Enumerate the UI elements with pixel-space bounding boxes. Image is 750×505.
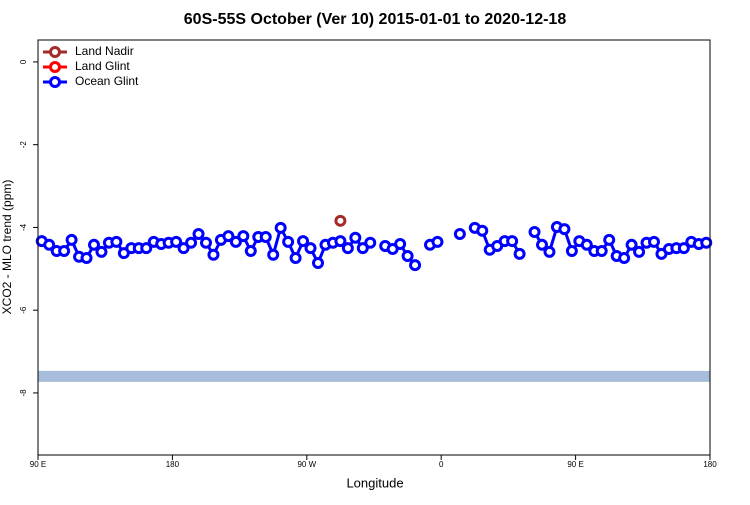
data-point <box>274 221 287 234</box>
y-tick-label: 0 <box>19 59 28 64</box>
data-point <box>244 245 257 258</box>
x-tick-label: 0 <box>439 460 444 469</box>
y-axis-label: XCO2 - MLO trend (ppm) <box>0 180 14 315</box>
data-point <box>341 242 354 255</box>
data-point <box>364 236 377 249</box>
data-point <box>297 235 310 248</box>
data-point <box>618 252 631 265</box>
data-point <box>595 245 608 258</box>
data-point <box>200 236 212 249</box>
x-tick-label: 90 E <box>30 460 46 469</box>
data-point <box>95 245 108 258</box>
y-tick-label: -6 <box>19 306 28 314</box>
legend-label: Land Glint <box>75 59 130 73</box>
data-point <box>528 225 541 238</box>
data-point <box>633 245 646 258</box>
plot-frame <box>37 39 711 456</box>
data-point <box>677 242 690 255</box>
data-point <box>349 231 362 244</box>
data-point <box>431 235 444 248</box>
y-tick-label: -8 <box>19 389 28 397</box>
data-point <box>580 238 593 251</box>
data-point <box>409 259 422 272</box>
data-point <box>506 235 519 248</box>
data-point <box>282 235 295 248</box>
legend-label: Land Nadir <box>75 44 134 58</box>
legend-marker <box>49 76 61 88</box>
data-point <box>289 252 302 265</box>
legend-marker <box>49 61 61 73</box>
data-point <box>237 230 250 243</box>
y-tick-label: -2 <box>19 141 28 149</box>
data-point <box>356 242 369 255</box>
data-point <box>476 224 489 237</box>
data-point <box>401 249 414 262</box>
data-point <box>334 214 347 227</box>
x-tick-label: 180 <box>703 460 717 469</box>
data-point <box>110 235 123 248</box>
data-point <box>140 242 153 255</box>
data-point <box>229 235 242 248</box>
legend-label: Ocean Glint <box>75 74 139 88</box>
legend-marker <box>49 46 61 58</box>
data-point <box>558 223 571 236</box>
data-point <box>207 248 220 261</box>
data-point <box>453 228 466 241</box>
data-point <box>304 242 317 255</box>
data-point <box>334 235 347 248</box>
data-point <box>58 245 71 258</box>
data-point <box>259 230 272 243</box>
data-point <box>222 230 235 243</box>
data-point <box>170 235 183 248</box>
y-tick-label: -4 <box>19 223 28 231</box>
data-point <box>536 238 548 251</box>
data-point <box>80 252 93 265</box>
x-tick-label: 90 E <box>567 460 583 469</box>
data-point <box>625 238 638 251</box>
data-point <box>192 228 205 241</box>
data-point <box>700 236 713 249</box>
data-point <box>185 236 198 249</box>
data-point <box>603 233 616 246</box>
data-point <box>177 242 190 255</box>
data-point <box>43 238 56 251</box>
data-point <box>267 248 280 261</box>
data-point <box>648 235 660 248</box>
chart-title: 60S-55S October (Ver 10) 2015-01-01 to 2… <box>184 11 567 28</box>
data-point <box>513 247 526 260</box>
x-tick-label: 90 W <box>297 460 316 469</box>
data-point <box>88 238 100 251</box>
data-point <box>65 233 78 246</box>
data-point <box>543 245 556 258</box>
x-tick-label: 180 <box>166 460 180 469</box>
data-point <box>394 237 407 250</box>
data-point <box>565 245 578 258</box>
x-axis-label: Longitude <box>346 475 403 490</box>
data-point <box>312 257 324 270</box>
